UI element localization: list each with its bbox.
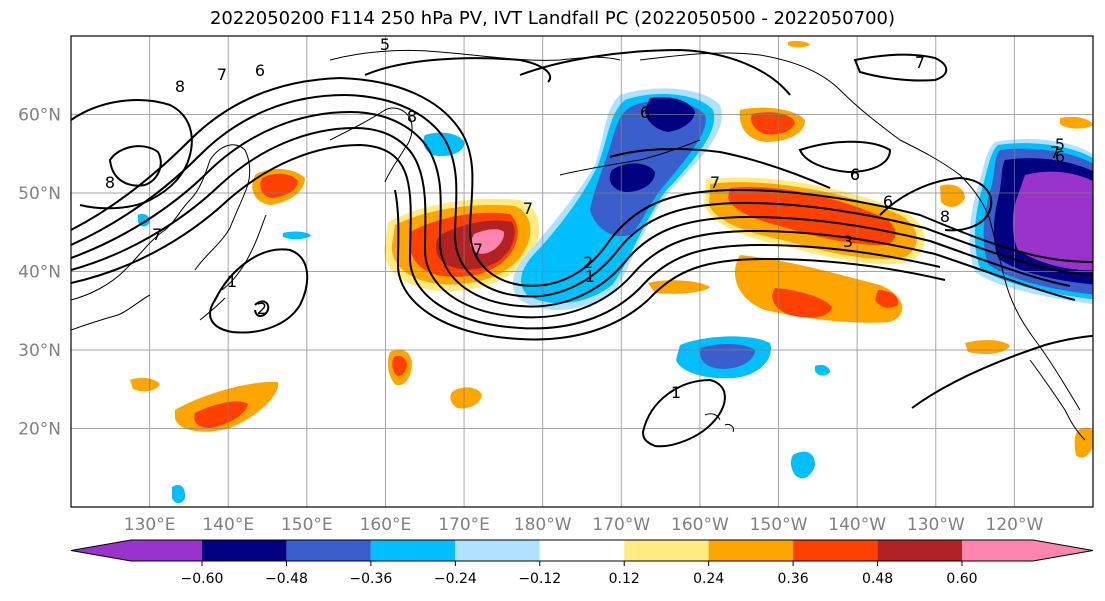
colorbar-tick-label: 0.36 bbox=[778, 571, 809, 587]
colorbar-tick-label: −0.48 bbox=[265, 571, 308, 587]
contour-label: 6 bbox=[640, 103, 650, 122]
longitude-label: 150°E bbox=[281, 515, 333, 535]
colorbar-bin bbox=[286, 540, 370, 561]
contour-label: 2 bbox=[257, 299, 267, 318]
contour-label: 8 bbox=[175, 77, 185, 96]
contour-label: 3 bbox=[843, 232, 853, 251]
longitude-labels: 130°E 140°E 150°E 160°E 170°E 180°W 170°W 160°W… bbox=[124, 515, 1044, 535]
longitude-label: 140°E bbox=[202, 515, 254, 535]
longitude-label: 140°W bbox=[828, 515, 886, 535]
longitude-label: 130°W bbox=[907, 515, 965, 535]
colorbar: −0.60 −0.48 −0.36 −0.24 −0.12 0.12 0.24 0.36 0.4… bbox=[71, 540, 1093, 587]
longitude-label: 180°W bbox=[514, 515, 572, 535]
contour-label: 5 bbox=[380, 35, 390, 54]
colorbar-bin bbox=[202, 540, 286, 561]
colorbar-extend-low bbox=[71, 540, 202, 561]
longitude-label: 170°W bbox=[592, 515, 650, 535]
colorbar-tick-label: 0.48 bbox=[862, 571, 893, 587]
latitude-label: 30°N bbox=[18, 341, 61, 361]
contour-label: 7 bbox=[915, 53, 925, 72]
contour-label: 1 bbox=[671, 383, 681, 402]
colorbar-tick-label: −0.24 bbox=[434, 571, 477, 587]
longitude-label: 170°E bbox=[438, 515, 490, 535]
longitude-label: 130°E bbox=[124, 515, 176, 535]
contour-label: 6 bbox=[255, 61, 265, 80]
colorbar-tick-label: 0.24 bbox=[693, 571, 724, 587]
colorbar-bin bbox=[455, 540, 539, 561]
colorbar-tick-label: −0.36 bbox=[349, 571, 392, 587]
colorbar-bin bbox=[793, 540, 877, 561]
contour-label: 7 bbox=[473, 240, 483, 259]
colorbar-bin bbox=[709, 540, 793, 561]
contour-label: 8 bbox=[105, 173, 115, 192]
colorbar-tick-label: −0.60 bbox=[181, 571, 224, 587]
colorbar-tick-label: 0.12 bbox=[609, 571, 640, 587]
latitude-label: 50°N bbox=[18, 184, 61, 204]
contour-label: 1 bbox=[585, 267, 595, 286]
contour-label: 7 bbox=[217, 65, 227, 84]
contour-label: 8 bbox=[940, 207, 950, 226]
latitude-label: 40°N bbox=[18, 263, 61, 283]
colorbar-extend-high bbox=[962, 540, 1093, 561]
colorbar-bin bbox=[540, 540, 624, 561]
colorbar-bin bbox=[624, 540, 708, 561]
contour-label: 6 bbox=[850, 165, 860, 184]
colorbar-bin bbox=[878, 540, 962, 561]
contour-label: 1 bbox=[227, 272, 237, 291]
contour-label: 7 bbox=[152, 225, 162, 244]
colorbar-tick-label: −0.12 bbox=[518, 571, 561, 587]
contour-label: 7 bbox=[710, 173, 720, 192]
contour-label: 8 bbox=[407, 107, 417, 126]
longitude-label: 150°W bbox=[750, 515, 808, 535]
longitude-label: 160°W bbox=[671, 515, 729, 535]
latitude-label: 20°N bbox=[18, 420, 61, 440]
map-figure: 56787686761277217 37688561 60°N50°N40°N30… bbox=[0, 0, 1105, 601]
longitude-label: 120°W bbox=[986, 515, 1044, 535]
contour-label: 7 bbox=[523, 199, 533, 218]
colorbar-bin bbox=[371, 540, 455, 561]
contour-label: 6 bbox=[883, 192, 893, 211]
longitude-label: 160°E bbox=[360, 515, 412, 535]
colorbar-tick-label: 0.60 bbox=[946, 571, 977, 587]
contour-label: 5 bbox=[1055, 135, 1065, 154]
latitude-label: 60°N bbox=[18, 106, 61, 126]
latitude-labels: 60°N 50°N 40°N 30°N 20°N bbox=[18, 106, 61, 440]
